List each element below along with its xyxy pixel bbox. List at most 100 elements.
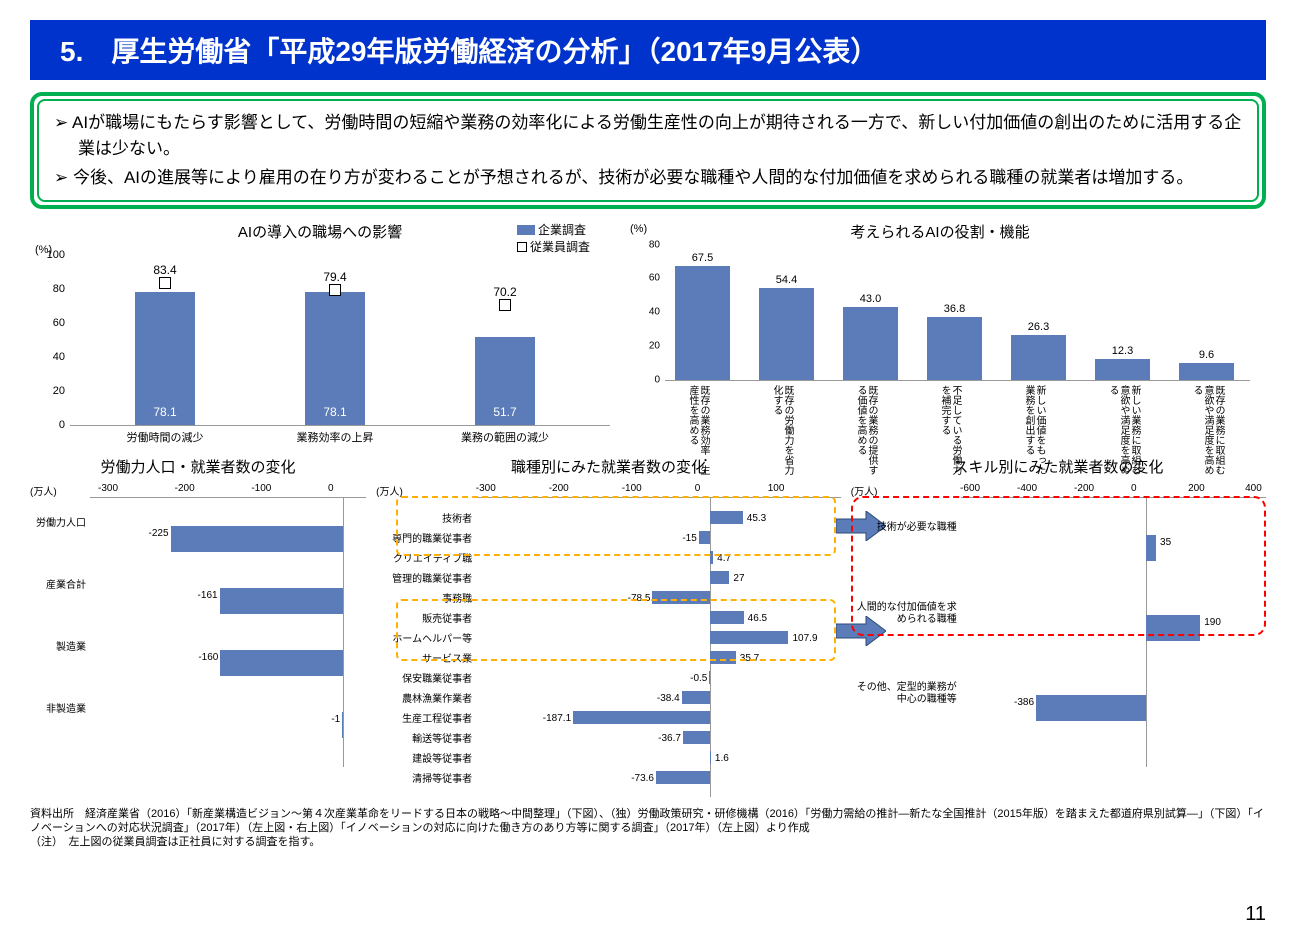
hb-xtick: -100 [251, 483, 271, 494]
hb-row: 生産工程従事者-187.1 [476, 708, 841, 728]
hb-category: 輸送等従事者 [376, 730, 472, 745]
hb-xtick: -200 [549, 483, 569, 494]
chart1-marker-value: 70.2 [440, 285, 570, 299]
chart2-bar: 36.8 [927, 317, 982, 379]
hb-bar [710, 751, 711, 764]
chart1-bar: 51.7 [475, 337, 535, 425]
chart1-category: 業務効率の上昇 [270, 429, 400, 445]
footnote-line: （注） 左上図の従業員調査は正社員に対する調査を指す。 [30, 835, 1266, 849]
summary-box: AIが職場にもたらす影響として、労働時間の短縮や業務の効率化による労働生産性の向… [30, 92, 1266, 209]
hb-xtick: 0 [695, 483, 701, 494]
hb-xtick: -600 [960, 483, 980, 494]
page-title-text: 5. 厚生労働省「平成29年版労働経済の分析」（2017年9月公表） [60, 36, 878, 67]
hb-value: -1 [302, 714, 340, 725]
chart2-bar-value: 54.4 [759, 274, 814, 286]
hb-value: 190 [1204, 617, 1221, 628]
hb-xtick: 400 [1245, 483, 1262, 494]
hb-category: 販売従事者 [376, 610, 472, 625]
hb-bar [220, 588, 343, 614]
chart1-bar-value: 78.1 [305, 405, 365, 419]
chart1-category: 業務の範囲の減少 [440, 429, 570, 445]
chart1-bar-value: 78.1 [135, 405, 195, 419]
hb-value: 1.6 [715, 753, 729, 764]
hb-value: 46.5 [748, 613, 767, 624]
chart-skill-change: スキル別にみた就業者数の変化 (万人)-600-400-2000200400技術… [851, 456, 1266, 797]
hb-bar [699, 531, 710, 544]
hb-row: 販売従事者46.5 [476, 608, 841, 628]
hb-category: 保安職業従事者 [376, 670, 472, 685]
hb-unit: (万人) [851, 483, 878, 498]
chart5-title: スキル別にみた就業者数の変化 [851, 456, 1266, 477]
hb-bar [682, 691, 710, 704]
hb-value: -0.5 [669, 673, 707, 684]
chart1-bar-value: 51.7 [475, 405, 535, 419]
hb-xtick: 0 [328, 483, 334, 494]
legend-employee: 従業員調査 [530, 240, 590, 254]
hb-row: 人間的な付加価値を求められる職種190 [961, 588, 1266, 668]
hb-bar [710, 511, 743, 524]
chart2-bar: 43.0 [843, 307, 898, 380]
chart2-bar: 54.4 [759, 288, 814, 380]
chart4-title: 職種別にみた就業者数の変化 [376, 456, 841, 477]
hb-bar [1146, 615, 1200, 641]
chart2-yunit: (%) [630, 223, 647, 235]
hb-xtick: 200 [1188, 483, 1205, 494]
page-title-bar: 5. 厚生労働省「平成29年版労働経済の分析」（2017年9月公表） [30, 20, 1266, 80]
hb-bar [710, 651, 736, 664]
chart2-bar-value: 9.6 [1179, 349, 1234, 361]
chart2-bar: 26.3 [1011, 335, 1066, 379]
hb-category: 産業合計 [30, 576, 86, 591]
hb-xtick: 100 [768, 483, 785, 494]
hb-value: 107.9 [792, 633, 817, 644]
hb-value: -161 [180, 590, 218, 601]
hb-row: その他、定型的業務が中心の職種等-386 [961, 668, 1266, 748]
hb-category: 技術者 [376, 510, 472, 525]
hb-row: ホームヘルパー等107.9 [476, 628, 841, 648]
hb-category: 人間的な付加価値を求められる職種 [851, 602, 957, 626]
hb-bar [710, 611, 744, 624]
hb-value: -386 [996, 697, 1034, 708]
chart2-bar: 67.5 [675, 266, 730, 380]
hb-row: 農林漁業作業者-38.4 [476, 688, 841, 708]
hb-category: 生産工程従事者 [376, 710, 472, 725]
hb-value: 45.3 [747, 513, 766, 524]
chart1-marker [499, 299, 511, 311]
hb-unit: (万人) [376, 483, 403, 498]
hb-value: -78.5 [612, 593, 650, 604]
chart1-marker [329, 284, 341, 296]
hb-xtick: -200 [175, 483, 195, 494]
hb-category: 労働力人口 [30, 514, 86, 529]
hb-bar [652, 591, 709, 604]
chart2-bar-value: 67.5 [675, 252, 730, 264]
hb-value: 35 [1160, 537, 1171, 548]
hb-row: サービス業35.7 [476, 648, 841, 668]
hb-category: クリエイティブ職 [376, 550, 472, 565]
hb-value: -15 [659, 533, 697, 544]
chart2-bar: 9.6 [1179, 363, 1234, 379]
hb-xtick: -100 [622, 483, 642, 494]
chart1-bar: 78.1 [135, 292, 195, 425]
chart2-bar: 12.3 [1095, 359, 1150, 380]
hb-value: -36.7 [643, 733, 681, 744]
chart2-ytick: 80 [649, 239, 660, 250]
chart1-marker-value: 83.4 [100, 263, 230, 277]
hb-value: 27 [733, 573, 744, 584]
chart1-ytick: 100 [47, 249, 65, 261]
hb-bar [573, 711, 710, 724]
hb-value: -187.1 [533, 713, 571, 724]
source-footnote: 資料出所 経済産業省（2016）「新産業構造ビジョン～第４次産業革命をリードする… [30, 807, 1266, 850]
hb-bar [683, 731, 710, 744]
chart3-title: 労働力人口・就業者数の変化 [30, 456, 366, 477]
hb-category: ホームヘルパー等 [376, 630, 472, 645]
hb-bar [342, 712, 343, 738]
hb-bar [710, 571, 730, 584]
hb-category: 技術が必要な職種 [851, 522, 957, 534]
chart2-bar-value: 26.3 [1011, 321, 1066, 333]
hb-bar [710, 631, 789, 644]
hb-value: 4.7 [717, 553, 731, 564]
hb-row: 清掃等従事者-73.6 [476, 768, 841, 788]
hb-value: -160 [180, 652, 218, 663]
hb-row: 建設等従事者1.6 [476, 748, 841, 768]
hb-value: -38.4 [642, 693, 680, 704]
hb-category: 製造業 [30, 638, 86, 653]
